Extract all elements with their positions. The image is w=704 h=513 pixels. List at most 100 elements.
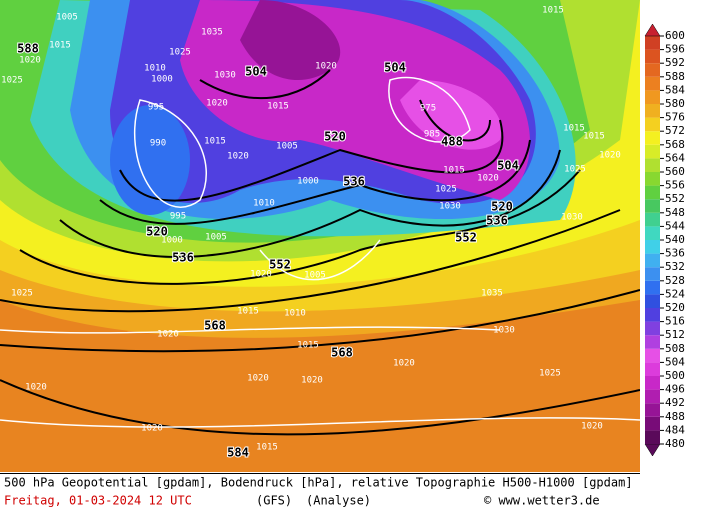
colorbar-swatch	[645, 36, 660, 50]
colorbar-label: 580	[665, 97, 685, 110]
pressure-label: 1035	[481, 289, 503, 299]
pressure-label: 1020	[25, 383, 47, 393]
colorbar-swatch	[645, 76, 660, 91]
pressure-label: 985	[424, 130, 440, 140]
pressure-label: 1015	[204, 137, 226, 147]
colorbar-label: 512	[665, 328, 685, 341]
colorbar-swatch	[645, 308, 660, 322]
pressure-label: 1000	[297, 177, 319, 187]
pressure-label: 1025	[11, 289, 33, 299]
colorbar-label: 528	[665, 274, 685, 287]
colorbar-swatch	[645, 117, 660, 132]
geopotential-label: 488	[441, 135, 463, 149]
geopotential-label: 552	[269, 258, 291, 272]
colorbar-swatch	[645, 376, 660, 390]
colorbar-label: 552	[665, 192, 685, 205]
pressure-label: 1005	[205, 233, 227, 243]
pressure-label: 1020	[206, 99, 228, 109]
colorbar-swatch	[645, 144, 660, 159]
colorbar-label: 536	[665, 247, 685, 260]
colorbar-swatch	[645, 199, 660, 213]
colorbar-label: 520	[665, 301, 685, 314]
pressure-label: 1015	[49, 41, 71, 51]
footer-run: (Analyse)	[306, 494, 371, 508]
pressure-label: 1020	[141, 424, 163, 434]
pressure-label: 1005	[56, 13, 78, 23]
footer-description: 500 hPa Geopotential [gpdam], Bodendruck…	[4, 476, 633, 490]
colorbar-swatch	[644, 23, 661, 37]
colorbar-swatch	[645, 131, 660, 145]
footer-date: Freitag, 01-03-2024 12 UTC	[4, 494, 192, 508]
colorbar-label: 588	[665, 70, 685, 83]
colorbar-swatch	[645, 172, 660, 186]
pressure-label: 1000	[161, 236, 183, 246]
colorbar-swatch	[645, 104, 660, 118]
pressure-label: 1015	[563, 124, 585, 134]
colorbar-swatch	[645, 158, 660, 172]
geopotential-label: 520	[491, 200, 513, 214]
colorbar-swatch	[645, 416, 660, 431]
colorbar-label: 516	[665, 315, 685, 328]
pressure-label: 1020	[393, 359, 415, 369]
pressure-label: 1020	[315, 62, 337, 72]
geopotential-label: 552	[455, 231, 477, 245]
colorbar-label: 592	[665, 56, 685, 69]
colorbar-swatch	[645, 362, 660, 376]
pressure-label: 1025	[169, 48, 191, 58]
pressure-label: 1000	[151, 75, 173, 85]
colorbar-label: 524	[665, 287, 685, 300]
geopotential-label: 568	[331, 346, 353, 360]
pressure-label: 1020	[581, 422, 603, 432]
pressure-label: 1025	[435, 185, 457, 195]
colorbar-label: 492	[665, 396, 685, 409]
colorbar-label: 532	[665, 260, 685, 273]
colorbar-label: 540	[665, 233, 685, 246]
colorbar-label: 508	[665, 342, 685, 355]
map	[0, 0, 640, 472]
pressure-label: 1015	[237, 307, 259, 317]
colorbar-label: 576	[665, 111, 685, 124]
colorbar-swatch	[645, 63, 660, 77]
geopotential-label: 536	[172, 251, 194, 265]
colorbar-label: 568	[665, 138, 685, 151]
pressure-label: 975	[420, 104, 436, 114]
pressure-label: 1020	[247, 374, 269, 384]
geopotential-label: 536	[486, 214, 508, 228]
colorbar-swatch	[645, 348, 660, 363]
colorbar-label: 488	[665, 410, 685, 423]
pressure-label: 1015	[256, 443, 278, 453]
pressure-label: 1030	[493, 326, 515, 336]
colorbar-label: 584	[665, 83, 685, 96]
pressure-label: 1015	[583, 132, 605, 142]
geopotential-label: 504	[384, 61, 406, 75]
colorbar-label: 480	[665, 437, 685, 450]
pressure-label: 1035	[201, 28, 223, 38]
colorbar-label: 572	[665, 124, 685, 137]
colorbar-label: 548	[665, 206, 685, 219]
pressure-label: 1020	[477, 174, 499, 184]
pressure-label: 1015	[443, 166, 465, 176]
pressure-label: 995	[148, 103, 164, 113]
colorbar-label: 500	[665, 369, 685, 382]
pressure-label: 1020	[19, 56, 41, 66]
pressure-label: 1010	[253, 199, 275, 209]
pressure-label: 1015	[542, 6, 564, 16]
colorbar-label: 596	[665, 43, 685, 56]
pressure-label: 1025	[1, 76, 23, 86]
pressure-label: 1015	[267, 102, 289, 112]
colorbar-swatch	[645, 389, 660, 404]
pressure-label: 1025	[564, 165, 586, 175]
colorbar-swatch	[645, 335, 660, 349]
colorbar-swatch	[644, 443, 661, 457]
colorbar-swatch	[645, 267, 660, 281]
pressure-label: 995	[170, 212, 186, 222]
pressure-label: 1005	[276, 142, 298, 152]
colorbar-label: 556	[665, 179, 685, 192]
pressure-label: 1030	[214, 71, 236, 81]
pressure-label: 1010	[144, 64, 166, 74]
pressure-label: 1030	[439, 202, 461, 212]
pressure-label: 1020	[599, 151, 621, 161]
footer-model: (GFS)	[256, 494, 292, 508]
geopotential-label: 568	[204, 319, 226, 333]
